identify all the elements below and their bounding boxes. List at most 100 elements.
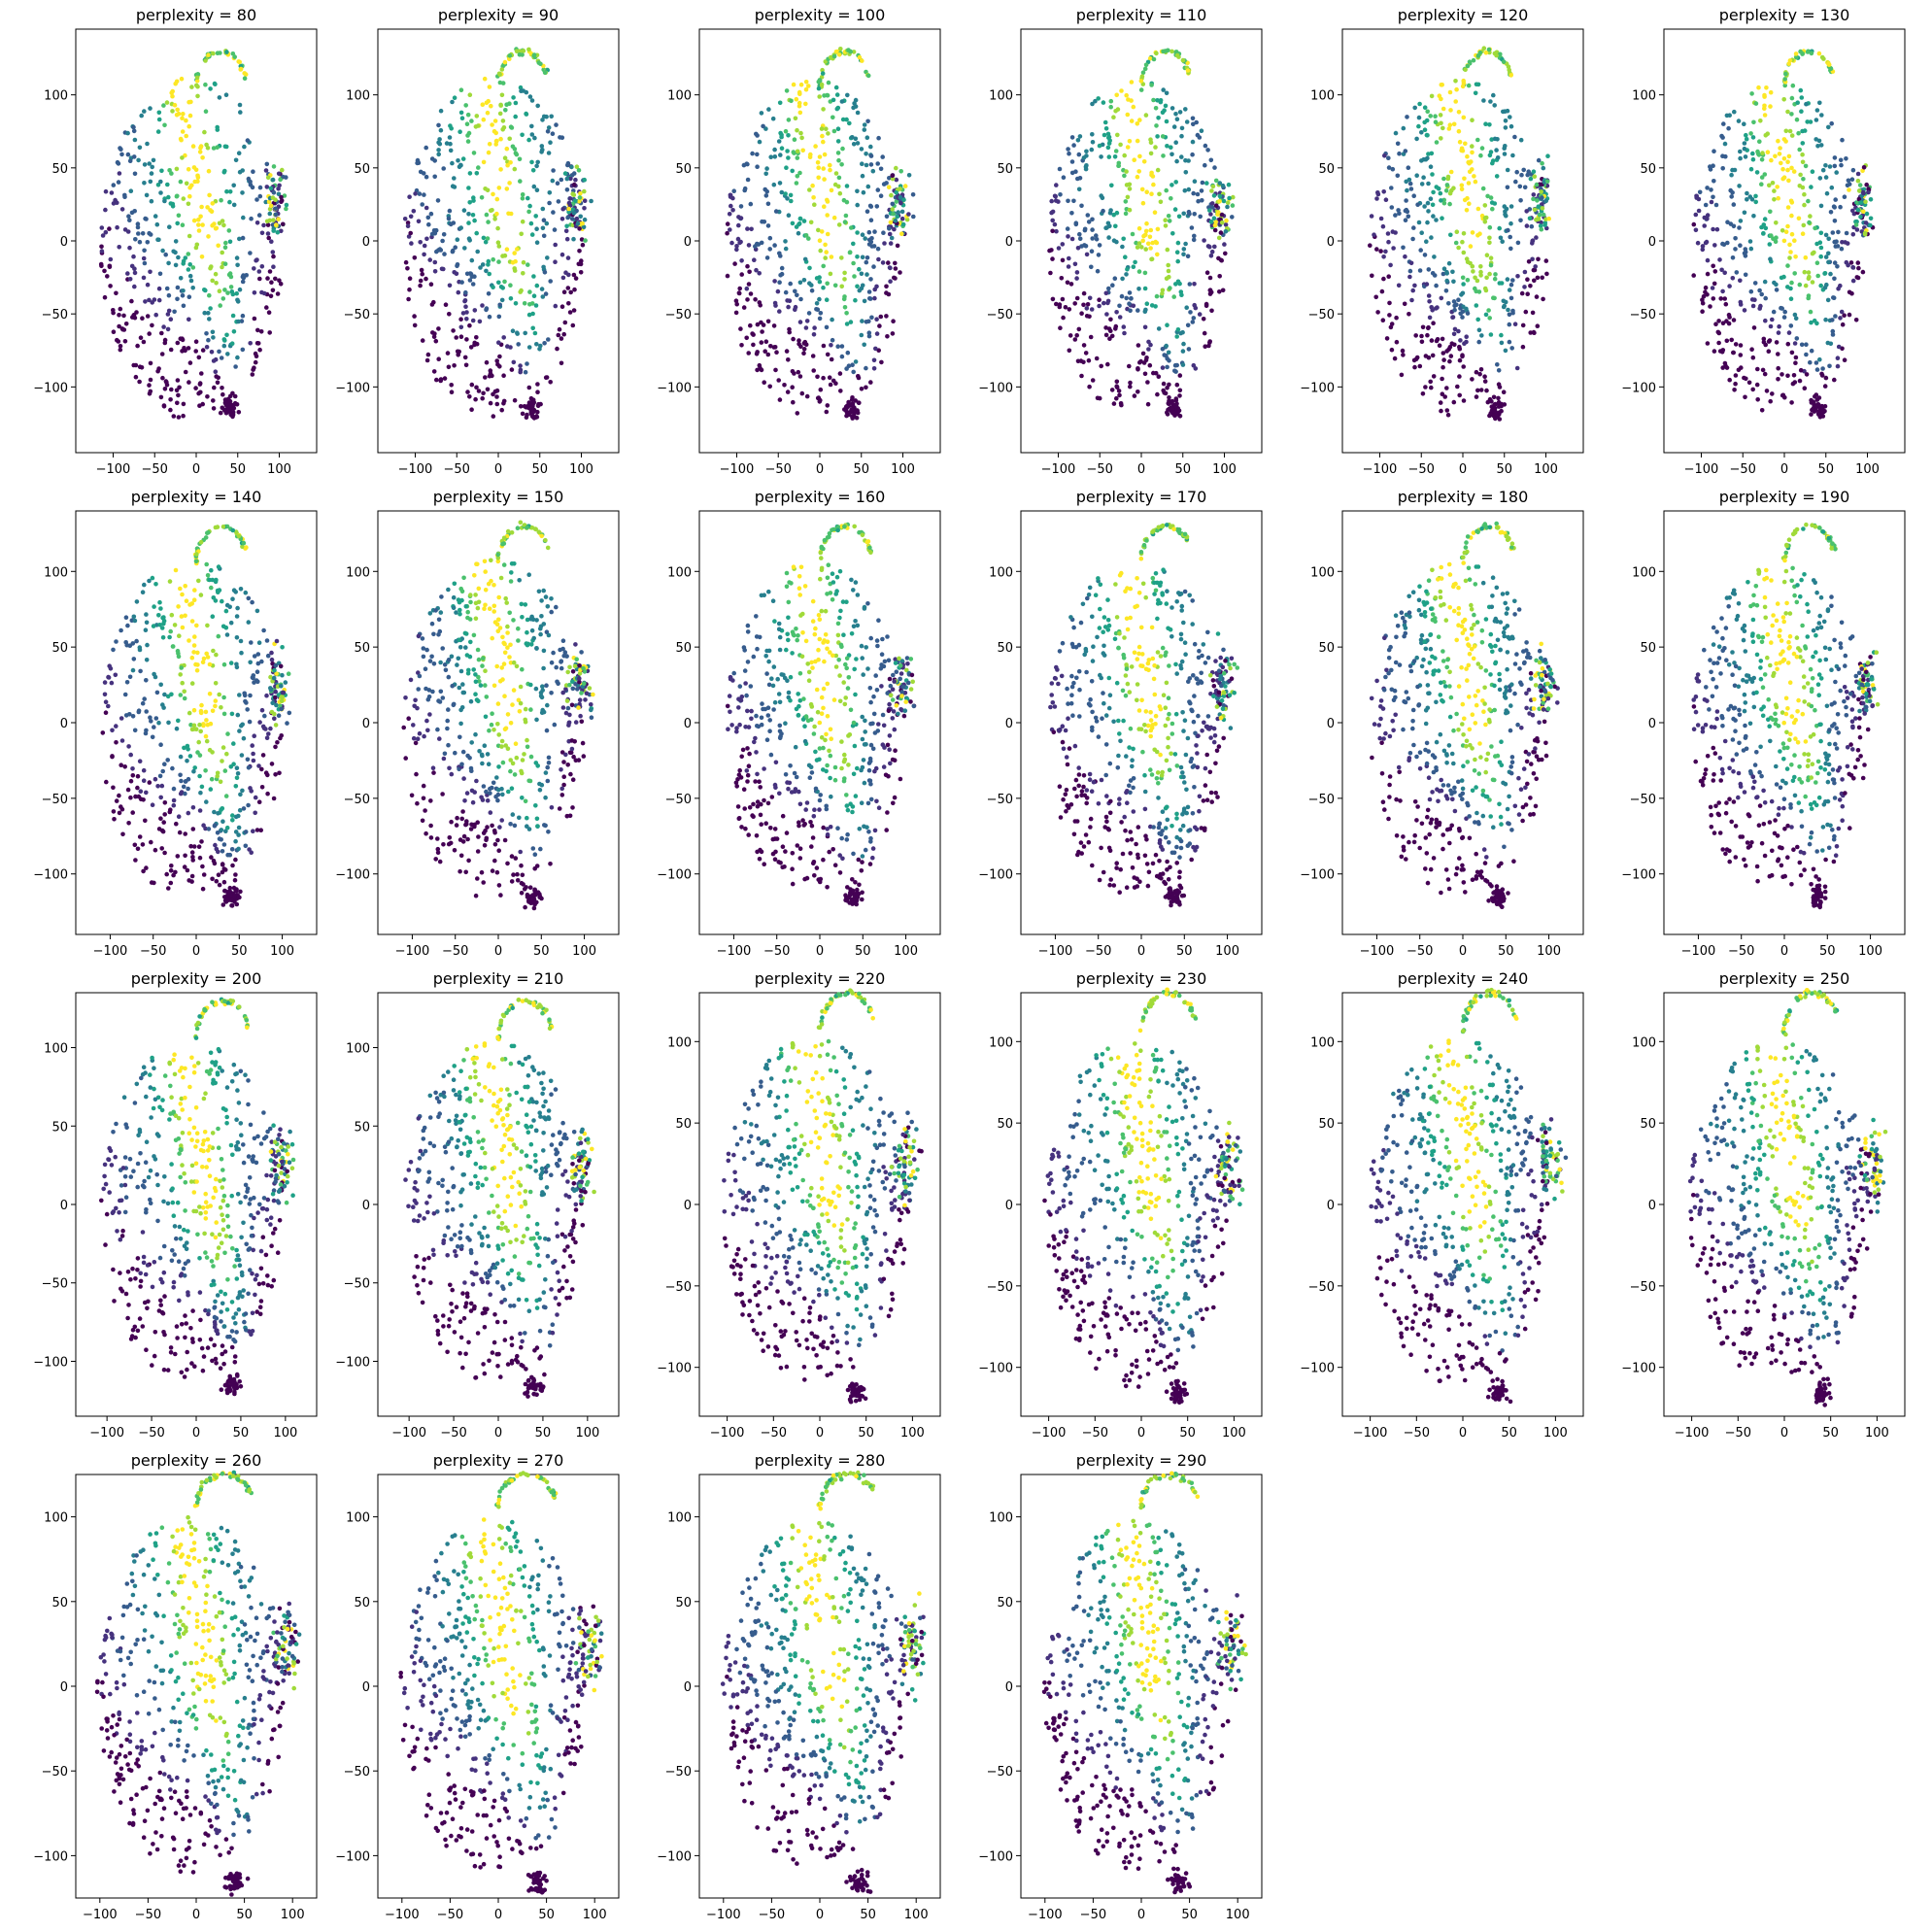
scatter-point [113,197,118,203]
scatter-point [1759,175,1765,180]
scatter-point [128,778,134,784]
scatter-point [523,798,528,804]
scatter-point [1833,314,1838,319]
scatter-point [1838,316,1843,321]
scatter-point [1430,308,1435,313]
scatter-point [1788,198,1794,204]
scatter-point [1850,167,1856,173]
scatter-point [199,204,204,210]
scatter-point [1085,213,1091,218]
scatter-point [102,680,108,685]
scatter-point [259,785,265,790]
scatter-point [219,807,223,812]
scatter-point [215,145,220,150]
scatter-point [1783,229,1789,234]
scatter-point [1717,257,1722,262]
scatter-point [1444,183,1450,187]
scatter-point [533,303,539,308]
scatter-point [176,415,182,420]
scatter-point [739,343,744,348]
scatter-point [1123,211,1129,217]
scatter-point [137,239,143,245]
scatter-point [1824,190,1830,196]
scatter-point [1460,239,1465,245]
scatter-point [783,239,788,244]
scatter-point [214,878,220,884]
scatter-point [1822,285,1828,290]
scatter-point [180,337,186,343]
scatter-point [504,146,510,152]
scatter-point [1461,115,1467,120]
subplot-title: perplexity = 130 [1719,6,1850,24]
scatter-point [725,221,730,226]
y-tick-label: 50 [51,162,68,177]
scatter-point [1756,85,1761,90]
scatter-point [1738,243,1743,248]
scatter-point [186,294,192,300]
scatter-point [1802,386,1808,391]
scatter-point [162,122,167,128]
scatter-point [254,678,259,683]
scatter-point [1765,150,1771,154]
scatter-point [776,139,782,144]
scatter-point [501,373,506,379]
scatter-point [1753,199,1758,205]
scatter-point [855,188,860,194]
scatter-point [1403,149,1408,153]
scatter-point [1499,340,1505,346]
scatter-point [1770,317,1775,322]
scatter-point [144,217,149,221]
scatter-point [226,890,232,896]
scatter-point [1081,343,1087,348]
scatter-point [545,604,551,609]
scatter-point [570,322,576,328]
scatter-point [575,220,581,226]
scatter-point [257,185,263,190]
scatter-point [1169,49,1174,54]
scatter-point [560,206,565,212]
scatter-point [231,402,236,408]
scatter-point [1074,276,1079,281]
scatter-point [1787,255,1792,260]
scatter-point [273,723,279,728]
scatter-point [1434,140,1440,145]
scatter-point [1788,250,1793,254]
scatter-point [459,816,465,822]
scatter-point [1519,290,1525,296]
scatter-point [1179,133,1184,139]
scatter-point [1050,256,1055,261]
scatter-point [191,218,197,223]
scatter-point [1481,46,1487,51]
scatter-point [213,698,219,703]
scatter-point [582,177,587,183]
scatter-point [265,791,270,797]
scatter-point [1105,361,1110,367]
scatter-point [803,80,809,85]
scatter-point [489,103,493,109]
scatter-point [144,790,149,796]
scatter-point [1140,70,1146,75]
scatter-point [1113,326,1118,331]
scatter-point [1508,204,1514,209]
scatter-point [458,334,464,340]
scatter-point [1117,392,1122,398]
scatter-point [170,765,175,771]
scatter-point [474,385,479,390]
scatter-point [225,290,230,295]
scatter-point [495,722,500,727]
scatter-point [1863,199,1868,204]
scatter-point [1730,276,1736,281]
scatter-point [207,292,212,298]
scatter-point [173,262,179,268]
scatter-point [203,709,209,715]
scatter-point [1856,188,1862,193]
scatter-point [1181,252,1186,257]
scatter-point [1096,96,1101,101]
scatter-point [268,687,274,693]
scatter-point [1732,109,1737,115]
scatter-point [176,604,181,609]
scatter-point [1127,139,1133,144]
scatter-point [175,296,180,302]
scatter-point [228,285,234,289]
scatter-point [155,784,160,789]
